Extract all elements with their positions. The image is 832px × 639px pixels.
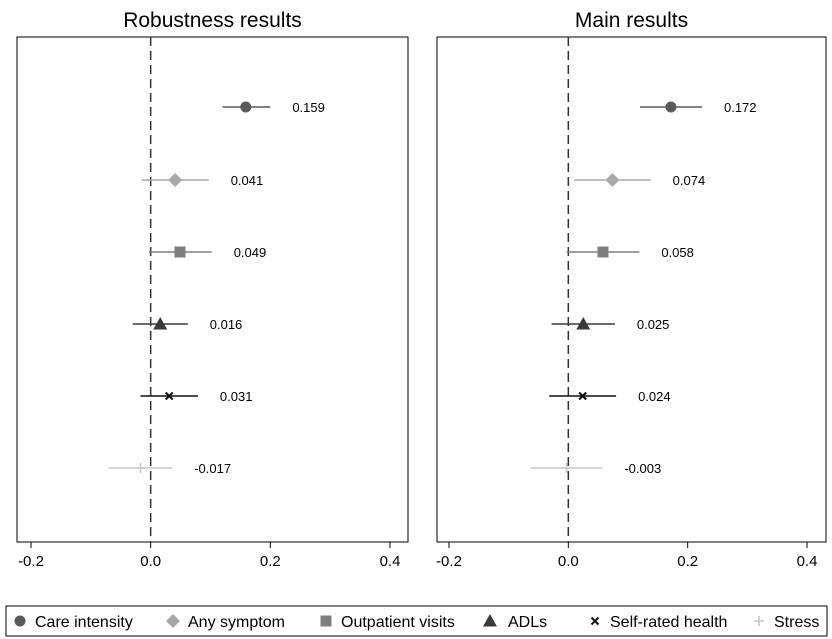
legend-marker-square — [320, 615, 332, 627]
data-point-x: 0.024 — [549, 389, 671, 404]
data-point-diamond: 0.074 — [574, 173, 705, 188]
legend-item: Stress — [754, 614, 819, 631]
legend-item: Any symptom — [166, 614, 285, 631]
value-label: 0.024 — [638, 389, 671, 404]
value-label: 0.016 — [210, 317, 243, 332]
x-tick-label: 0.4 — [797, 553, 818, 570]
value-label: 0.049 — [234, 245, 267, 260]
point-marker — [153, 317, 168, 330]
point-marker — [174, 246, 186, 258]
panel-main: Main results -0.2 0.0 0.2 0.4 0.172 0.074 0.058… — [436, 9, 827, 570]
point-marker — [597, 246, 609, 258]
legend: Care intensity Any symptom Outpatient visi… — [5, 605, 828, 637]
legend-marker-diamond — [166, 614, 180, 628]
panel-robustness: Robustness results -0.2 0.0 0.2 0.4 0.159 0.04… — [16, 9, 409, 570]
legend-item: Self-rated health — [590, 614, 727, 631]
x-tick-label: 0.4 — [380, 553, 401, 570]
value-label: 0.172 — [724, 100, 757, 115]
value-label: 0.041 — [231, 173, 264, 188]
point-marker — [578, 391, 587, 401]
panel-frame — [436, 36, 827, 543]
legend-marker-circle — [14, 615, 26, 627]
legend-label: Self-rated health — [610, 614, 727, 631]
data-point-circle: 0.159 — [222, 100, 325, 115]
panel-title: Robustness results — [123, 9, 302, 32]
point-marker — [665, 101, 677, 113]
value-label: -0.003 — [624, 461, 661, 476]
point-marker — [168, 173, 183, 187]
point-marker — [135, 463, 146, 473]
legend-label: Stress — [774, 614, 819, 631]
x-tick-label: 0.0 — [558, 553, 579, 570]
point-marker — [240, 101, 252, 113]
legend-box — [5, 605, 828, 637]
legend-marker-x — [590, 616, 600, 626]
data-point-triangle: 0.016 — [132, 317, 243, 332]
value-label: 0.074 — [673, 173, 706, 188]
legend-marker-triangle — [483, 614, 497, 627]
data-point-square: 0.058 — [566, 245, 694, 260]
value-label: 0.159 — [292, 100, 325, 115]
value-label: 0.058 — [661, 245, 694, 260]
point-marker — [561, 463, 572, 473]
panel-frame — [16, 36, 409, 543]
value-label: 0.025 — [637, 317, 670, 332]
point-marker — [165, 391, 174, 401]
data-point-circle: 0.172 — [639, 100, 757, 115]
point-marker — [576, 317, 591, 330]
legend-label: Outpatient visits — [341, 614, 455, 631]
data-point-plus: -0.003 — [530, 461, 661, 476]
x-tick-label: 0.2 — [677, 553, 698, 570]
x-tick-label: 0.2 — [260, 553, 281, 570]
x-tick-label: -0.2 — [18, 553, 44, 570]
legend-label: Any symptom — [188, 614, 285, 631]
legend-item: ADLs — [483, 614, 547, 631]
value-label: -0.017 — [194, 461, 231, 476]
data-point-triangle: 0.025 — [551, 317, 670, 332]
legend-label: Care intensity — [35, 614, 133, 631]
point-marker — [605, 173, 620, 187]
x-tick-label: -0.2 — [436, 553, 462, 570]
legend-label: ADLs — [508, 614, 547, 631]
value-label: 0.031 — [220, 389, 253, 404]
legend-item: Outpatient visits — [320, 614, 455, 631]
legend-item: Care intensity — [14, 614, 133, 631]
data-point-x: 0.031 — [140, 389, 252, 404]
legend-marker-plus — [754, 616, 764, 626]
data-point-diamond: 0.041 — [141, 173, 264, 188]
panel-title: Main results — [575, 9, 688, 32]
data-point-square: 0.049 — [148, 245, 267, 260]
x-tick-label: 0.0 — [140, 553, 161, 570]
data-point-plus: -0.017 — [108, 461, 231, 476]
